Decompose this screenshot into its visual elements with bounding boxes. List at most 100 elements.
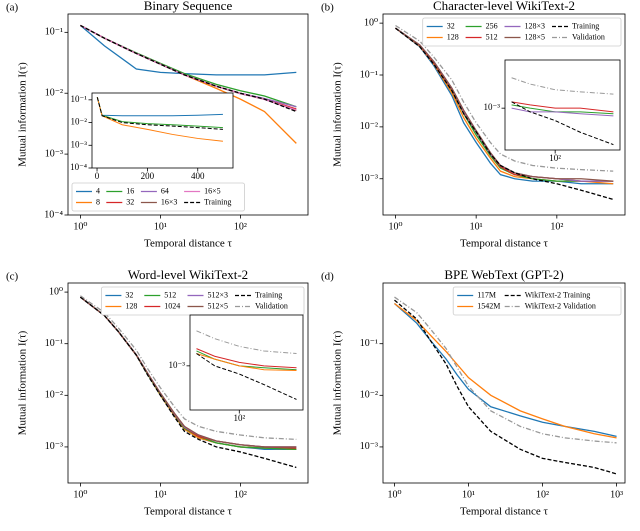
series-line <box>395 24 614 172</box>
series-line <box>511 77 614 95</box>
plot-area <box>79 24 297 144</box>
chart-title: Binary Sequence <box>144 0 233 13</box>
series-line <box>394 299 617 475</box>
y-tick-label: 10⁻¹ <box>45 338 63 349</box>
series-line <box>96 97 223 130</box>
plot-frame <box>382 282 626 484</box>
legend-label: 4 <box>96 186 100 195</box>
x-tick-label: 10⁰ <box>73 489 87 500</box>
chart-title: Character-level WikiText-2 <box>433 0 575 13</box>
y-tick-label: 10⁻² <box>45 390 63 401</box>
series-line <box>79 296 297 469</box>
series-line <box>196 348 297 369</box>
series-line <box>80 295 297 441</box>
x-tick-label: 10¹ <box>470 221 483 232</box>
legend-label: Training <box>204 197 231 206</box>
legend-label: 32 <box>447 21 455 30</box>
x-tick-label: 10¹ <box>154 489 167 500</box>
legend-label: 64 <box>161 186 169 195</box>
legend-label: 512 <box>486 32 498 41</box>
x-tick-label: 10⁰ <box>73 221 87 232</box>
y-tick-label: 10⁻² <box>45 88 63 99</box>
series-line <box>395 27 614 201</box>
chart-title: BPE WebText (GPT-2) <box>444 267 563 282</box>
x-tick-label: 10⁰ <box>388 221 402 232</box>
chart-title: Word-level WikiText-2 <box>128 267 248 282</box>
legend-label: Validation <box>255 301 288 310</box>
inset-frame <box>91 92 234 169</box>
x-tick-label: 10¹ <box>462 489 475 500</box>
x-axis-label: Temporal distance τ <box>144 238 233 250</box>
plot-area <box>394 296 617 475</box>
y-tick-label: 10⁻³ <box>484 102 501 112</box>
legend-box <box>422 17 622 47</box>
x-tick-label: 10³ <box>610 489 623 500</box>
y-tick-label: 10⁻⁴ <box>44 209 63 220</box>
legend-box <box>71 182 245 212</box>
x-tick-label: 400 <box>191 171 205 181</box>
inset-frame <box>189 314 304 411</box>
legend-label: 128×5 <box>525 32 546 41</box>
legend-label: 128×3 <box>525 21 546 30</box>
legend-label: WikiText-2 Validation <box>525 301 596 310</box>
x-tick-label: 10² <box>234 489 247 500</box>
y-tick-label: 10⁻³ <box>169 360 186 370</box>
x-tick-label: 10¹ <box>154 221 167 232</box>
y-axis-label: Mutual information I(τ) <box>17 62 29 167</box>
legend-label: Training <box>255 290 282 299</box>
y-tick-label: 10⁻³ <box>360 173 378 184</box>
panel-label: (c) <box>6 271 19 283</box>
legend-label: 8 <box>96 197 100 206</box>
x-tick-label: 10² <box>536 489 549 500</box>
x-tick-label: 10² <box>234 221 247 232</box>
x-tick-label: 0 <box>95 171 100 181</box>
y-tick-label: 10⁻³ <box>45 441 63 452</box>
legend-label: 128 <box>447 32 459 41</box>
y-tick-label: 10⁻¹ <box>360 338 378 349</box>
x-tick-label: 10² <box>549 153 561 163</box>
series-line <box>511 107 614 117</box>
x-axis-label: Temporal distance τ <box>460 238 549 250</box>
y-tick-label: 10⁻² <box>71 117 88 127</box>
x-tick-label: 200 <box>141 171 155 181</box>
legend-label: 117M <box>477 290 496 299</box>
legend-label: Training <box>572 21 599 30</box>
y-tick-label: 10⁰ <box>364 17 378 28</box>
y-axis-label: Mutual information I(τ) <box>332 62 344 167</box>
plot-area <box>96 97 223 142</box>
x-tick-label: 10² <box>550 221 563 232</box>
series-line <box>394 303 617 439</box>
legend-label: 1542M <box>477 301 500 310</box>
y-tick-label: 10⁻² <box>360 390 378 401</box>
y-tick-label: 10⁻¹ <box>45 27 63 38</box>
y-axis-label: Mutual information I(τ) <box>332 330 344 435</box>
legend-label: 512×5 <box>208 301 229 310</box>
legend-label: 1024 <box>164 301 180 310</box>
x-tick-label: 10² <box>233 413 245 423</box>
legend-label: 32 <box>125 290 133 299</box>
x-axis-label: Temporal distance τ <box>144 506 233 518</box>
series-line <box>511 101 614 146</box>
x-axis-label: Temporal distance τ <box>460 506 549 518</box>
plot-area <box>79 295 297 469</box>
x-tick-label: 10⁰ <box>387 489 401 500</box>
y-tick-label: 10⁻⁴ <box>70 162 87 172</box>
y-tick-label: 10⁻³ <box>360 441 378 452</box>
series-line <box>196 353 297 372</box>
panel-label: (d) <box>321 271 334 283</box>
inset-frame <box>504 59 621 151</box>
y-tick-label: 10⁻¹ <box>71 94 88 104</box>
series-line <box>80 24 297 113</box>
legend-label: 512 <box>164 290 176 299</box>
series-line <box>394 296 617 444</box>
legend-label: WikiText-2 Training <box>525 290 591 299</box>
y-axis-label: Mutual information I(τ) <box>17 330 29 435</box>
y-tick-label: 10⁻³ <box>45 148 63 159</box>
legend-label: 512×3 <box>208 290 229 299</box>
legend-label: 16 <box>126 186 134 195</box>
series-line <box>395 27 614 182</box>
legend-label: 16×5 <box>204 186 221 195</box>
legend-label: 32 <box>126 197 134 206</box>
y-tick-label: 10⁰ <box>49 286 63 297</box>
